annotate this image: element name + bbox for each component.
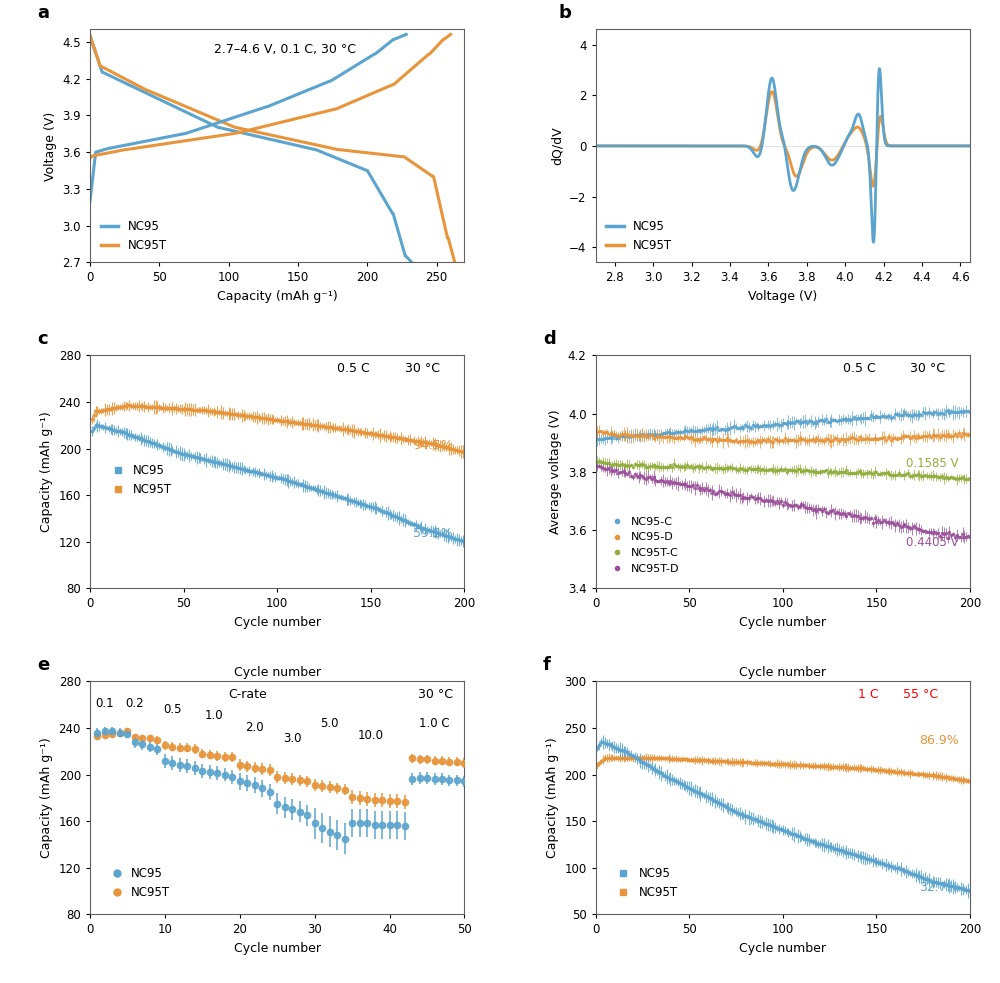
Y-axis label: Capacity (mAh g⁻¹): Capacity (mAh g⁻¹) [40, 412, 53, 532]
Legend: NC95, NC95T: NC95, NC95T [601, 215, 677, 257]
Text: 0.5 C: 0.5 C [337, 363, 370, 376]
Text: 55 °C: 55 °C [903, 688, 938, 701]
Title: Cycle number: Cycle number [739, 665, 826, 679]
Text: C-rate: C-rate [228, 688, 267, 701]
Y-axis label: Capacity (mAh g⁻¹): Capacity (mAh g⁻¹) [40, 737, 53, 858]
Text: 0.4405 V: 0.4405 V [906, 537, 959, 549]
Y-axis label: Capacity (mAh g⁻¹): Capacity (mAh g⁻¹) [546, 737, 559, 858]
Legend: NC95, NC95T: NC95, NC95T [107, 459, 177, 501]
Y-axis label: dQ/dV: dQ/dV [551, 127, 564, 165]
X-axis label: Capacity (mAh g⁻¹): Capacity (mAh g⁻¹) [217, 290, 338, 303]
Text: 59.2%: 59.2% [413, 527, 453, 540]
X-axis label: Cycle number: Cycle number [234, 615, 321, 629]
Legend: NC95, NC95T: NC95, NC95T [107, 862, 175, 903]
Text: 94.5%: 94.5% [413, 438, 453, 451]
Text: 0.2: 0.2 [126, 698, 144, 711]
Text: 5.0: 5.0 [320, 718, 339, 730]
Text: 1 C: 1 C [858, 688, 878, 701]
Text: b: b [558, 4, 571, 22]
Text: c: c [38, 329, 48, 348]
Legend: NC95, NC95T: NC95, NC95T [613, 862, 682, 903]
Text: 30 °C: 30 °C [418, 688, 453, 701]
Text: 86.9%: 86.9% [919, 734, 959, 747]
Legend: NC95, NC95T: NC95, NC95T [96, 215, 172, 257]
Text: a: a [38, 4, 50, 22]
Text: 3.0: 3.0 [283, 732, 301, 745]
Text: f: f [543, 656, 551, 673]
Y-axis label: Average voltage (V): Average voltage (V) [549, 410, 562, 534]
Text: e: e [38, 656, 50, 673]
Text: 0.5: 0.5 [163, 703, 182, 717]
Text: 0.1: 0.1 [96, 698, 114, 711]
X-axis label: Cycle number: Cycle number [739, 615, 826, 629]
Text: 0.5 C: 0.5 C [843, 363, 875, 376]
Y-axis label: Voltage (V): Voltage (V) [44, 111, 57, 181]
Text: 2.0: 2.0 [245, 721, 264, 733]
Title: Cycle number: Cycle number [234, 665, 321, 679]
X-axis label: Cycle number: Cycle number [234, 942, 321, 954]
Text: 1.0 C: 1.0 C [419, 718, 450, 730]
Text: 1.0: 1.0 [204, 709, 223, 723]
Text: 0.1585 V: 0.1585 V [906, 457, 959, 470]
Text: 2.7–4.6 V, 0.1 C, 30 °C: 2.7–4.6 V, 0.1 C, 30 °C [214, 43, 356, 56]
X-axis label: Voltage (V): Voltage (V) [748, 290, 817, 303]
Text: d: d [543, 329, 556, 348]
Text: 10.0: 10.0 [358, 729, 384, 742]
Text: 30 °C: 30 °C [405, 363, 440, 376]
Legend: NC95-C, NC95-D, NC95T-C, NC95T-D: NC95-C, NC95-D, NC95T-C, NC95T-D [609, 512, 684, 578]
X-axis label: Cycle number: Cycle number [739, 942, 826, 954]
Text: 30 °C: 30 °C [910, 363, 945, 376]
Text: 32.7%: 32.7% [919, 881, 959, 894]
